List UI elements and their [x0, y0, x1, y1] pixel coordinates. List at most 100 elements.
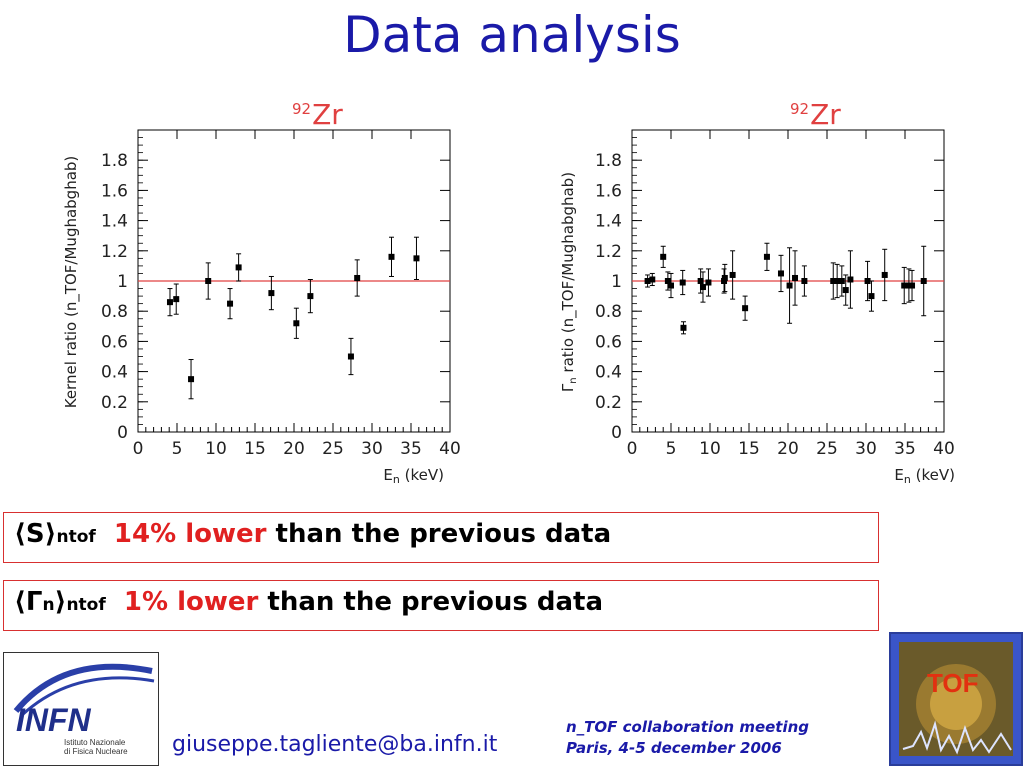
svg-text:TOF: TOF: [927, 668, 979, 698]
meeting-info: n_TOF collaboration meeting Paris, 4-5 d…: [566, 718, 810, 757]
x-tick-label: 40: [439, 439, 461, 459]
data-point: [801, 278, 808, 284]
y-tick-label: 1.6: [595, 181, 622, 201]
tof-logo: TOF: [889, 632, 1023, 766]
x-tick-label: 10: [699, 439, 721, 459]
data-point: [649, 276, 656, 283]
data-point: [721, 274, 728, 281]
x-tick-label: 40: [933, 439, 955, 459]
y-tick-label: 1.8: [101, 151, 128, 171]
data-point: [307, 293, 314, 300]
data-point: [660, 253, 667, 260]
result-text: ⟨Γn⟩ntof 1% lower than the previous data: [14, 587, 604, 617]
x-tick-label: 20: [777, 439, 799, 459]
data-point: [868, 293, 875, 300]
y-axis-label: Kernel ratio (n_TOF/Mughabghab): [62, 156, 81, 409]
data-point: [901, 282, 908, 289]
data-point: [188, 376, 195, 383]
data-point: [679, 279, 686, 286]
y-tick-label: 0: [611, 423, 622, 443]
chart-gamma-n-ratio: 92Zr Γn ratio (n_TOF/Mughabghab) En (keV…: [559, 98, 955, 486]
y-tick-label: 1.8: [595, 151, 622, 171]
highlight-text: 14% lower: [113, 519, 267, 549]
data-point: [644, 278, 651, 284]
data-point: [664, 278, 671, 284]
x-tick-label: 15: [738, 439, 760, 459]
y-tick-label: 0.8: [101, 302, 128, 322]
data-point: [729, 271, 736, 278]
chart-isotope-label: 92Zr: [292, 98, 343, 131]
data-point: [680, 324, 687, 331]
data-point: [354, 274, 361, 281]
data-point: [864, 278, 871, 284]
data-point: [842, 287, 849, 294]
chart-kernel-ratio: 92Zr Kernel ratio (n_TOF/Mughabghab) En …: [62, 98, 461, 486]
x-tick-label: 15: [244, 439, 266, 459]
y-tick-label: 0.2: [595, 393, 622, 413]
data-point: [413, 255, 420, 262]
data-point: [166, 299, 173, 306]
y-tick-label: 1.2: [595, 242, 622, 262]
data-point: [909, 282, 916, 289]
y-tick-label: 1.4: [595, 212, 622, 232]
result-box-s-ntof: ⟨S⟩ntof 14% lower than the previous data: [3, 512, 879, 563]
contact-email: giuseppe.tagliente@ba.infn.it: [172, 732, 498, 757]
data-point: [293, 320, 300, 327]
y-tick-label: 1.4: [101, 212, 128, 232]
x-tick-label: 25: [816, 439, 838, 459]
data-point: [347, 353, 354, 360]
svg-text:INFN: INFN: [16, 702, 92, 738]
y-tick-label: 0.8: [595, 302, 622, 322]
y-tick-label: 1: [611, 272, 622, 292]
data-point: [742, 305, 749, 312]
chart-isotope-label: 92Zr: [790, 98, 841, 131]
data-point: [847, 276, 854, 283]
y-tick-label: 0.6: [595, 332, 622, 352]
x-tick-label: 20: [283, 439, 305, 459]
svg-text:Istituto Nazionale: Istituto Nazionale: [64, 738, 126, 747]
x-tick-label: 0: [627, 439, 638, 459]
data-point: [905, 282, 912, 289]
y-tick-label: 0: [117, 423, 128, 443]
data-point: [697, 278, 704, 284]
data-point: [235, 264, 242, 271]
data-point: [792, 274, 799, 281]
y-tick-label: 0.4: [595, 363, 622, 383]
data-point: [268, 290, 275, 297]
data-point: [205, 278, 212, 284]
y-tick-label: 1: [117, 272, 128, 292]
data-point: [173, 296, 180, 303]
y-axis-label: Γn ratio (n_TOF/Mughabghab): [559, 172, 579, 392]
data-point: [763, 253, 770, 260]
data-point: [227, 300, 234, 307]
highlight-text: 1% lower: [123, 587, 259, 617]
x-tick-label: 5: [666, 439, 677, 459]
y-tick-label: 1.6: [101, 181, 128, 201]
data-point: [721, 278, 728, 284]
x-axis-label: En (keV): [894, 466, 955, 486]
data-point: [388, 253, 395, 260]
x-tick-label: 25: [322, 439, 344, 459]
x-tick-label: 30: [855, 439, 877, 459]
data-point: [838, 278, 845, 284]
data-point: [705, 279, 712, 286]
x-tick-label: 35: [400, 439, 422, 459]
y-tick-label: 1.2: [101, 242, 128, 262]
x-tick-label: 30: [361, 439, 383, 459]
data-point: [830, 278, 837, 284]
slide-title: Data analysis: [343, 6, 681, 64]
x-axis-label: En (keV): [383, 466, 444, 486]
data-point: [668, 282, 674, 289]
x-tick-label: 5: [172, 439, 183, 459]
data-point: [834, 278, 841, 284]
y-tick-label: 0.6: [101, 332, 128, 352]
y-tick-label: 0.4: [101, 363, 128, 383]
data-point: [777, 270, 784, 277]
y-tick-label: 0.2: [101, 393, 128, 413]
data-point: [920, 278, 927, 284]
charts-svg: 92Zr Kernel ratio (n_TOF/Mughabghab) En …: [62, 98, 955, 486]
infn-logo: INFN Istituto Nazionale di Fisica Nuclea…: [3, 652, 159, 766]
x-tick-label: 0: [133, 439, 144, 459]
x-tick-label: 10: [205, 439, 227, 459]
svg-text:di Fisica Nucleare: di Fisica Nucleare: [64, 747, 128, 756]
